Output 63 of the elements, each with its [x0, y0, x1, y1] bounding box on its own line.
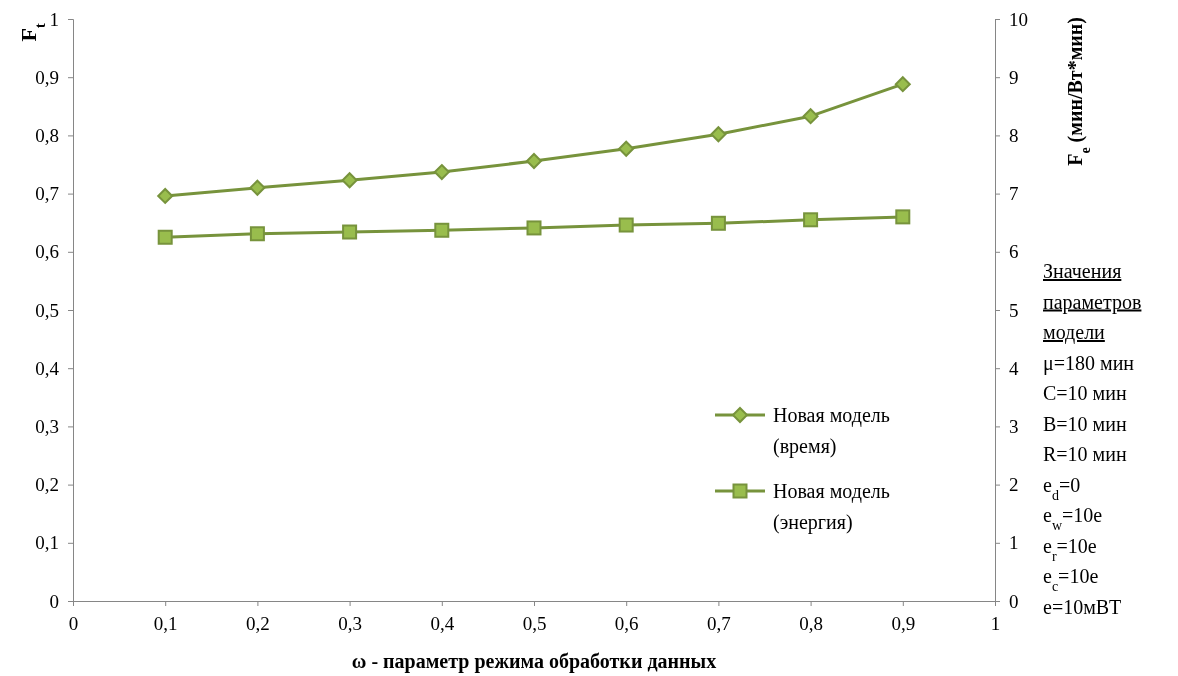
point: [803, 212, 819, 228]
point: [618, 217, 634, 233]
point: [802, 108, 819, 125]
text: μ=180 мин: [1043, 351, 1135, 375]
legend-label: Новая модель (время): [773, 404, 890, 458]
point: [157, 187, 174, 204]
y-tick-label: 0,9: [35, 66, 59, 88]
point: [710, 126, 727, 143]
y2-tick-label: 1: [1009, 532, 1019, 554]
point: [249, 226, 265, 242]
x-tick-label: 0,2: [246, 612, 270, 634]
x-tick-label: 0: [68, 612, 79, 634]
point: [526, 153, 542, 170]
point: [710, 215, 726, 231]
y-tick-label: 0,4: [35, 357, 60, 379]
x-tick-label: 1: [990, 612, 1001, 634]
y-tick-label: 0,8: [35, 124, 59, 146]
point: [342, 224, 358, 240]
y-tick-label: 0,3: [35, 415, 59, 437]
x-tick-label: 0,4: [430, 612, 455, 634]
x-tick-label: 0,5: [522, 612, 547, 634]
x-tick-label: 0,3: [338, 612, 362, 634]
point: [895, 209, 911, 225]
y2-tick-label: 3: [1009, 415, 1019, 437]
y-tick-label: 0: [49, 590, 59, 612]
y2-tick-label: 6: [1009, 241, 1019, 263]
y2-tick-label: 0: [1009, 590, 1019, 612]
text: e$_{d}$=0: [1043, 473, 1081, 502]
y-tick-label: 0,1: [35, 532, 59, 554]
y2-tick-label: 2: [1009, 474, 1019, 496]
point: [249, 179, 266, 196]
x-tick-label: 0,7: [707, 612, 731, 634]
text: B=10 мин: [1043, 412, 1127, 435]
y2-tick-label: 4: [1009, 357, 1019, 379]
point: [526, 220, 542, 236]
text: C=10 мин: [1043, 382, 1127, 404]
text: e$_{r}$=10e: [1043, 534, 1097, 563]
text: e$_{w}$=10e: [1043, 504, 1103, 533]
text: e$_{c}$=10e: [1043, 565, 1099, 594]
x-tick-label: 0,1: [153, 612, 178, 634]
y-tick-label: 0,5: [35, 299, 59, 321]
y2-tick-label: 10: [1009, 8, 1028, 30]
text: e=10мВТ: [1043, 595, 1122, 618]
point: [618, 140, 635, 157]
y-tick-label: 0,2: [35, 474, 59, 496]
x-tick-label: 0,6: [614, 612, 639, 634]
point: [341, 172, 358, 189]
x-axis-title: ω - параметр режима обработки данных: [351, 650, 717, 673]
legend-label: Новая модель (энергия): [773, 480, 890, 534]
y-tick-label: 0,7: [35, 183, 59, 205]
point: [894, 76, 911, 93]
y2-tick-label: 9: [1009, 66, 1019, 88]
point: [157, 229, 173, 245]
y2-tick-label: 7: [1009, 183, 1019, 205]
y-tick-label: 1: [49, 8, 59, 30]
y2-tick-label: 8: [1009, 124, 1019, 146]
point: [434, 222, 450, 238]
x-tick-label: 0,9: [891, 612, 916, 634]
text: R=10 мин: [1043, 443, 1127, 465]
point: [433, 164, 450, 181]
y2-tick-label: 5: [1009, 299, 1019, 321]
y-tick-label: 0,6: [35, 241, 59, 263]
x-tick-label: 0,8: [799, 612, 823, 634]
